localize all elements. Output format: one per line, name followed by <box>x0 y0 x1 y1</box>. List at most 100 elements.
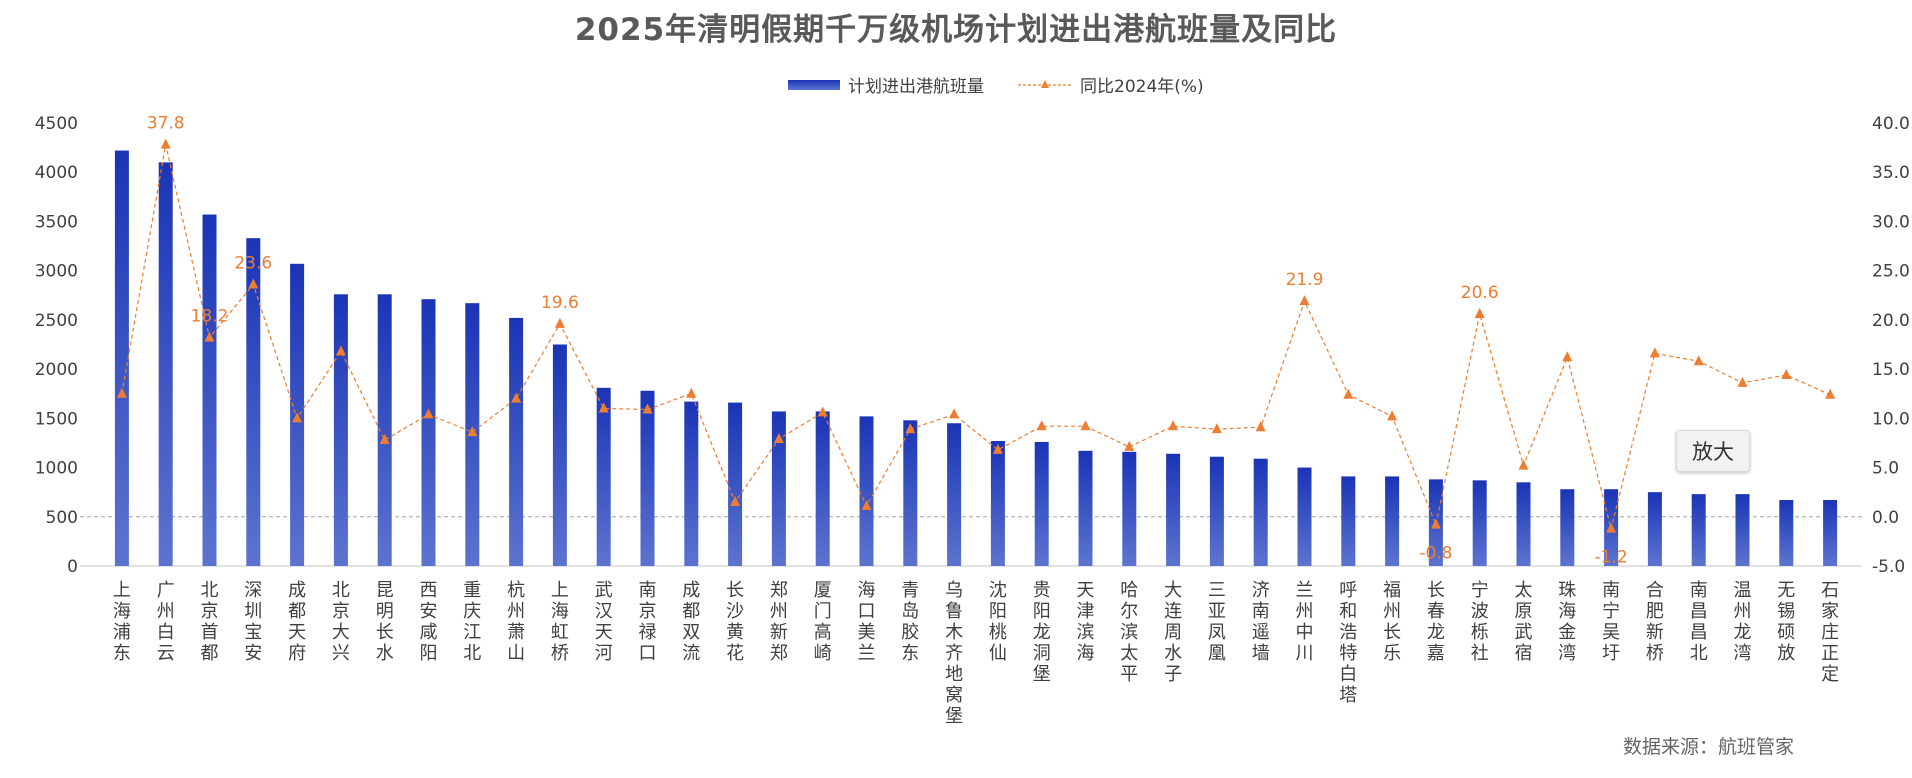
category-label: 呼和浩特白塔 <box>1339 580 1357 706</box>
yoy-marker <box>379 433 390 444</box>
yoy-marker <box>1606 522 1617 533</box>
category-label: 上海虹桥 <box>551 580 569 664</box>
yoy-marker <box>160 138 171 149</box>
right-axis-tick: 25.0 <box>1872 262 1910 282</box>
category-label: 合肥新桥 <box>1646 580 1664 664</box>
bar <box>421 299 436 566</box>
bar <box>1122 451 1137 566</box>
yoy-marker <box>1124 440 1135 451</box>
yoy-marker <box>949 408 960 419</box>
zoom-button[interactable]: 放大 <box>1676 430 1750 472</box>
legend-bar-label: 计划进出港航班量 <box>848 77 984 97</box>
legend: 计划进出港航班量 同比2024年(%) <box>788 72 1238 97</box>
bar <box>1078 450 1093 566</box>
category-label: 珠海金湾 <box>1558 580 1576 664</box>
yoy-marker <box>335 345 346 356</box>
yoy-data-label: 20.6 <box>1461 283 1499 303</box>
bar <box>1253 458 1268 566</box>
category-label: 温州龙湾 <box>1734 580 1752 664</box>
right-axis-tick: 10.0 <box>1872 409 1910 429</box>
category-label: 沈阳桃仙 <box>989 580 1007 664</box>
yoy-marker <box>1387 410 1398 421</box>
bar <box>202 214 217 566</box>
left-axis-tick: 3500 <box>35 212 78 232</box>
bar <box>728 402 743 566</box>
yoy-marker <box>1299 295 1310 306</box>
data-source: 数据来源：航班管家 <box>1622 736 1794 758</box>
bar <box>1647 492 1662 566</box>
category-label: 郑州新郑 <box>770 580 788 664</box>
yoy-data-label: 18.2 <box>191 307 229 327</box>
bar <box>1297 467 1312 566</box>
category-label: 厦门高崎 <box>814 580 832 664</box>
bar <box>158 162 173 566</box>
legend-item-line[interactable]: 同比2024年(%) <box>1018 72 1204 97</box>
bar <box>1735 494 1750 566</box>
category-label: 海口美兰 <box>858 580 876 664</box>
legend-item-bar[interactable]: 计划进出港航班量 <box>788 72 984 97</box>
category-label: 兰州中川 <box>1296 580 1314 664</box>
left-axis-tick: 1500 <box>35 409 78 429</box>
left-axis-tick: 0 <box>67 557 78 577</box>
yoy-marker <box>116 387 127 398</box>
yoy-data-label: 19.6 <box>541 293 579 313</box>
legend-line-label: 同比2024年(%) <box>1080 77 1204 97</box>
category-label: 南宁吴圩 <box>1602 580 1620 664</box>
yoy-marker <box>1430 518 1441 529</box>
bar <box>1560 489 1575 566</box>
bar <box>1209 456 1224 566</box>
bar <box>596 387 611 566</box>
category-label: 贵阳龙洞堡 <box>1033 580 1051 685</box>
legend-line-swatch <box>1018 79 1072 88</box>
left-axis-tick: 1000 <box>35 459 78 479</box>
left-axis-tick: 2500 <box>35 311 78 331</box>
left-axis-tick: 500 <box>46 508 78 528</box>
bar <box>1779 500 1794 566</box>
category-label: 成都双流 <box>682 580 700 664</box>
yoy-marker <box>1693 355 1704 366</box>
bar <box>509 317 524 566</box>
yoy-data-label: -1.2 <box>1595 548 1628 568</box>
yoy-marker <box>292 412 303 423</box>
category-label: 无锡硕放 <box>1777 580 1795 664</box>
right-axis-tick: 5.0 <box>1872 459 1899 479</box>
category-label: 三亚凤凰 <box>1208 580 1226 664</box>
bar <box>640 390 655 566</box>
category-label: 石家庄正定 <box>1821 580 1839 685</box>
category-label: 西安咸阳 <box>420 580 438 664</box>
category-label: 武汉天河 <box>595 580 613 664</box>
yoy-marker <box>905 423 916 434</box>
category-label: 南京禄口 <box>639 580 657 664</box>
category-label: 重庆江北 <box>463 580 481 664</box>
category-label: 长春龙嘉 <box>1427 580 1445 664</box>
yoy-marker <box>1518 459 1529 470</box>
bar <box>990 440 1005 566</box>
category-label: 乌鲁木齐地窝堡 <box>945 580 963 727</box>
yoy-marker <box>992 443 1003 454</box>
category-label: 太原武宿 <box>1515 580 1533 664</box>
yoy-marker <box>1211 423 1222 434</box>
yoy-marker <box>1080 420 1091 431</box>
chart-title: 2025年清明假期千万级机场计划进出港航班量及同比 <box>574 12 1338 48</box>
left-axis-tick: 3000 <box>35 262 78 282</box>
left-axis-tick: 4000 <box>35 163 78 183</box>
yoy-marker <box>1474 307 1485 318</box>
bar <box>246 238 261 566</box>
right-axis-tick: 20.0 <box>1872 311 1910 331</box>
category-label: 长沙黄花 <box>726 580 744 664</box>
yoy-marker <box>1168 420 1179 431</box>
yoy-marker <box>1036 420 1047 431</box>
bar <box>859 416 874 566</box>
bar <box>1034 441 1049 566</box>
category-label: 青岛胶东 <box>901 580 919 664</box>
right-axis-tick: 40.0 <box>1872 114 1910 134</box>
bar <box>947 423 962 566</box>
bar <box>1691 494 1706 566</box>
yoy-data-label: 37.8 <box>147 114 185 134</box>
bar <box>377 294 392 566</box>
yoy-line <box>121 144 1831 529</box>
category-label: 天津滨海 <box>1077 580 1095 664</box>
category-label: 福州长乐 <box>1383 580 1401 664</box>
category-label: 上海浦东 <box>113 580 131 664</box>
